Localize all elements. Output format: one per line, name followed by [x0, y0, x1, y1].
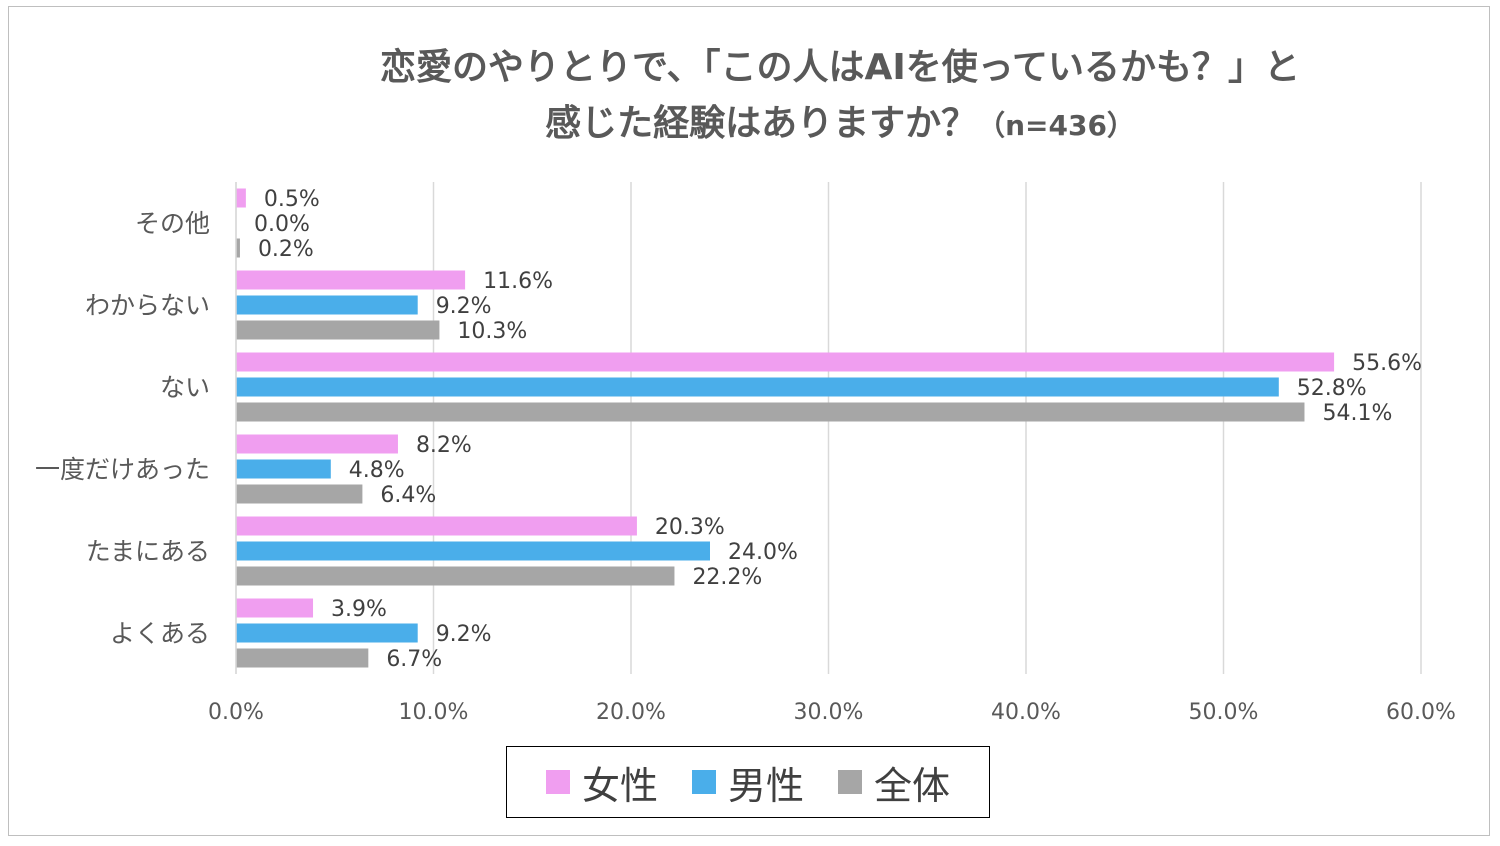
x-tick-label: 10.0%	[399, 700, 469, 725]
legend-item: 全体	[838, 755, 950, 810]
data-label: 11.6%	[483, 269, 553, 294]
bar	[236, 320, 440, 340]
category-label: ない	[160, 373, 210, 402]
data-label: 10.3%	[457, 319, 527, 344]
bar	[236, 188, 246, 208]
data-label: 0.2%	[258, 237, 314, 262]
data-label: 20.3%	[655, 515, 725, 540]
x-tick-label: 60.0%	[1386, 700, 1456, 725]
data-label: 0.5%	[264, 187, 320, 212]
data-label: 55.6%	[1352, 351, 1422, 376]
sample-size: （n=436）	[977, 109, 1135, 142]
data-label: 22.2%	[692, 565, 762, 590]
category-label: たまにある	[86, 537, 210, 566]
bar	[236, 598, 314, 618]
data-label: 52.8%	[1297, 376, 1367, 401]
bar	[236, 352, 1335, 372]
bar	[236, 270, 466, 290]
x-tick-label: 40.0%	[991, 700, 1061, 725]
bar	[236, 648, 369, 668]
bar	[236, 566, 675, 586]
legend-label: 全体	[874, 763, 951, 808]
bar	[236, 484, 363, 504]
data-label: 9.2%	[436, 622, 492, 647]
chart-title-line2: 感じた経験はありますか？（n=436）	[230, 96, 1450, 154]
bar	[236, 459, 331, 479]
bar	[236, 623, 418, 643]
legend-swatch	[691, 770, 716, 794]
x-tick-label: 20.0%	[596, 700, 666, 725]
category-label: わからない	[85, 291, 210, 320]
bar	[236, 238, 240, 258]
bar	[236, 402, 1305, 422]
legend-item: 男性	[691, 755, 804, 810]
legend-label: 男性	[727, 763, 804, 808]
legend-swatch	[545, 770, 570, 794]
category-label: よくある	[110, 619, 210, 648]
category-label: 一度だけあった	[35, 455, 210, 484]
legend: 女性 男性 全体	[506, 746, 990, 818]
data-label: 8.2%	[416, 433, 472, 458]
data-label: 6.7%	[386, 647, 442, 672]
data-label: 0.0%	[254, 212, 310, 237]
bar	[236, 295, 418, 315]
data-label: 24.0%	[728, 540, 798, 565]
chart-title-line1: 恋愛のやりとりで、「この人はAIを使っているかも？」と	[379, 47, 1301, 88]
data-label: 9.2%	[436, 294, 492, 319]
x-tick-label: 30.0%	[794, 700, 864, 725]
x-tick-label: 0.0%	[208, 700, 264, 725]
chart-title-line2-main: 感じた経験はありますか？	[545, 103, 978, 144]
data-label: 4.8%	[349, 458, 405, 483]
legend-item: 女性	[545, 755, 658, 810]
category-label: その他	[135, 209, 210, 238]
x-tick-label: 50.0%	[1189, 700, 1259, 725]
bar	[236, 541, 710, 561]
legend-label: 女性	[581, 763, 658, 808]
data-label: 6.4%	[380, 483, 436, 508]
bar	[236, 516, 637, 536]
data-label: 54.1%	[1322, 401, 1392, 426]
bar	[236, 377, 1279, 397]
bar	[236, 434, 398, 454]
data-label: 3.9%	[331, 597, 387, 622]
chart-title: 恋愛のやりとりで、「この人はAIを使っているかも？」と 感じた経験はありますか？…	[230, 40, 1450, 154]
legend-swatch	[838, 770, 862, 794]
